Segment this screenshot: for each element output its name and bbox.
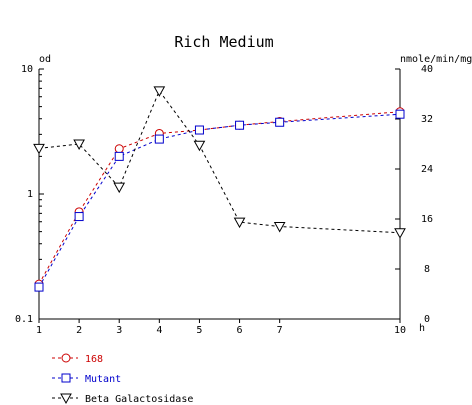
series-3-point: [233, 217, 246, 229]
series-2-point: [395, 109, 405, 119]
x-tick-label: 7: [277, 325, 283, 336]
x-tick-label: 4: [156, 325, 162, 336]
left-axis-unit: od: [39, 54, 51, 65]
right-tick-label: 40: [421, 64, 433, 75]
x-tick-label: 1: [36, 325, 42, 336]
right-tick-label: 8: [424, 264, 430, 275]
right-tick-label: 32: [421, 114, 433, 125]
x-tick-label: 6: [237, 325, 243, 336]
series-2-point: [235, 120, 245, 130]
series-2-point: [34, 282, 44, 292]
series-2-point: [114, 151, 124, 161]
legend-marker-1: [61, 353, 71, 363]
series-3-point: [193, 140, 206, 152]
series-2-point: [275, 117, 285, 127]
x-axis-unit: h: [419, 323, 425, 334]
series-3-point: [113, 182, 126, 194]
x-tick-label: 3: [116, 325, 122, 336]
series-2-point: [194, 125, 204, 135]
series-2-point: [154, 134, 164, 144]
legend-marker-3: [60, 393, 72, 405]
series-line-3: [38, 89, 401, 234]
legend-marker-2: [61, 373, 71, 383]
right-axis-unit: nmole/min/mg: [400, 54, 472, 65]
right-tick-label: 24: [421, 164, 433, 175]
legend-label-1: 168: [85, 354, 103, 365]
series-2-point: [74, 212, 84, 222]
x-tick-label: 5: [196, 325, 202, 336]
left-tick-label: 10: [21, 64, 33, 75]
legend-label-3: Beta Galactosidase: [85, 394, 193, 405]
series-3-point: [33, 143, 45, 155]
right-tick-label: 16: [421, 214, 433, 225]
series-3-point: [73, 139, 85, 151]
chart-title: Rich Medium: [174, 33, 273, 51]
left-tick-label: 1: [27, 189, 33, 200]
legend-label-2: Mutant: [85, 374, 121, 385]
series-3-point: [394, 228, 406, 239]
series-line-2: [38, 113, 401, 288]
legend: 168 Mutant Beta Galactosidase: [52, 353, 193, 405]
right-tick-label: 0: [424, 314, 430, 325]
series-3-point: [273, 222, 286, 233]
series-line-1: [38, 111, 401, 285]
x-tick-label: 10: [394, 325, 406, 336]
series-3-point: [153, 86, 166, 97]
left-tick-label: 0.1: [15, 314, 33, 325]
series-1-point: [114, 144, 124, 154]
plot-area: [33, 86, 406, 292]
x-tick-label: 2: [76, 325, 82, 336]
